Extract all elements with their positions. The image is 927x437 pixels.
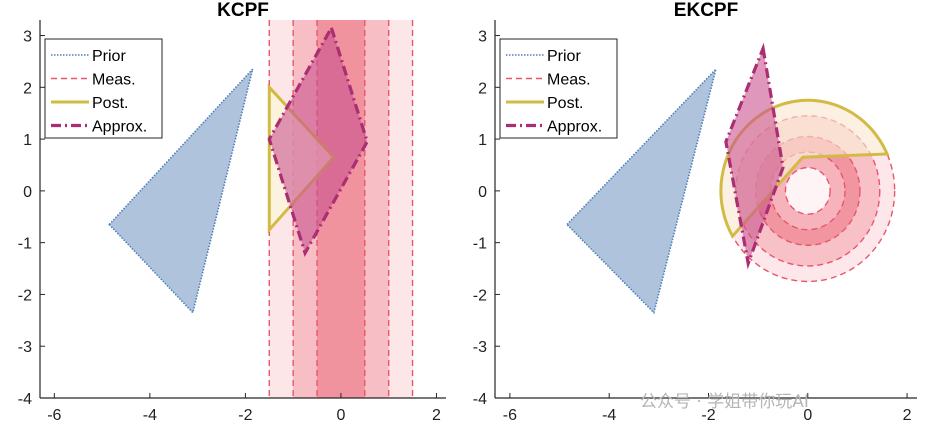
y-tick-label: -4 [473,391,487,408]
x-tick-label: -2 [701,407,715,424]
legend-label: Meas. [547,72,591,89]
ekcpf-panel: -6 -4 -2 0 2 -4 -3 -2 -1 0 1 2 3 EKCPF Prior Meas. Post.… [473,0,917,424]
approx-region [724,42,785,270]
meas-ring-4 [785,167,831,215]
x-tick-label: -4 [602,407,616,424]
chart-title: EKCPF [674,0,738,21]
y-tick-label: 1 [23,132,32,149]
approx-region [267,23,369,258]
x-tick-label: -4 [143,407,157,424]
x-tick-label: -2 [238,407,252,424]
y-tick-label: 1 [478,132,487,149]
legend-label: Approx. [92,119,147,136]
x-tick-label: -6 [47,407,61,424]
y-tick-label: -3 [18,339,32,356]
y-tick-label: 0 [478,184,487,201]
x-tick-label: 2 [432,407,441,424]
x-tick-label: 0 [336,407,345,424]
x-tick-label: 2 [903,407,912,424]
y-tick-label: -1 [473,236,487,253]
x-tick-label: 0 [803,407,812,424]
y-tick-label: 2 [23,80,32,97]
y-tick-label: -2 [473,287,487,304]
plot-area [108,20,414,398]
y-tick-label: 3 [23,29,32,46]
legend-label: Post. [547,95,583,112]
prior-region [108,68,254,315]
meas-ring-edge-3 [769,151,846,231]
kcpf-panel: -6 -4 -2 0 2 -4 -3 -2 -1 0 1 2 3 KCPF Prior Meas. Post. A… [18,0,446,424]
meas-ring-edge-0 [720,99,896,283]
y-tick-label: 3 [478,29,487,46]
legend-label: Approx. [547,119,602,136]
legend-label: Post. [92,95,128,112]
prior-region [565,66,718,315]
y-tick-label: -2 [18,287,32,304]
plot-area [565,42,896,315]
meas-ring-edge-4 [784,166,831,215]
y-tick-label: -3 [473,339,487,356]
watermark-text: 公众号 · 学姐带你玩AI [640,392,809,412]
y-tick-label: -1 [18,236,32,253]
y-tick-label: -4 [18,391,32,408]
chart-title: KCPF [217,0,269,21]
legend-label: Prior [92,48,126,65]
legend-label: Prior [547,48,581,65]
y-tick-label: 2 [478,80,487,97]
x-tick-label: -6 [503,407,517,424]
legend-label: Meas. [92,72,136,89]
y-tick-label: 0 [23,184,32,201]
